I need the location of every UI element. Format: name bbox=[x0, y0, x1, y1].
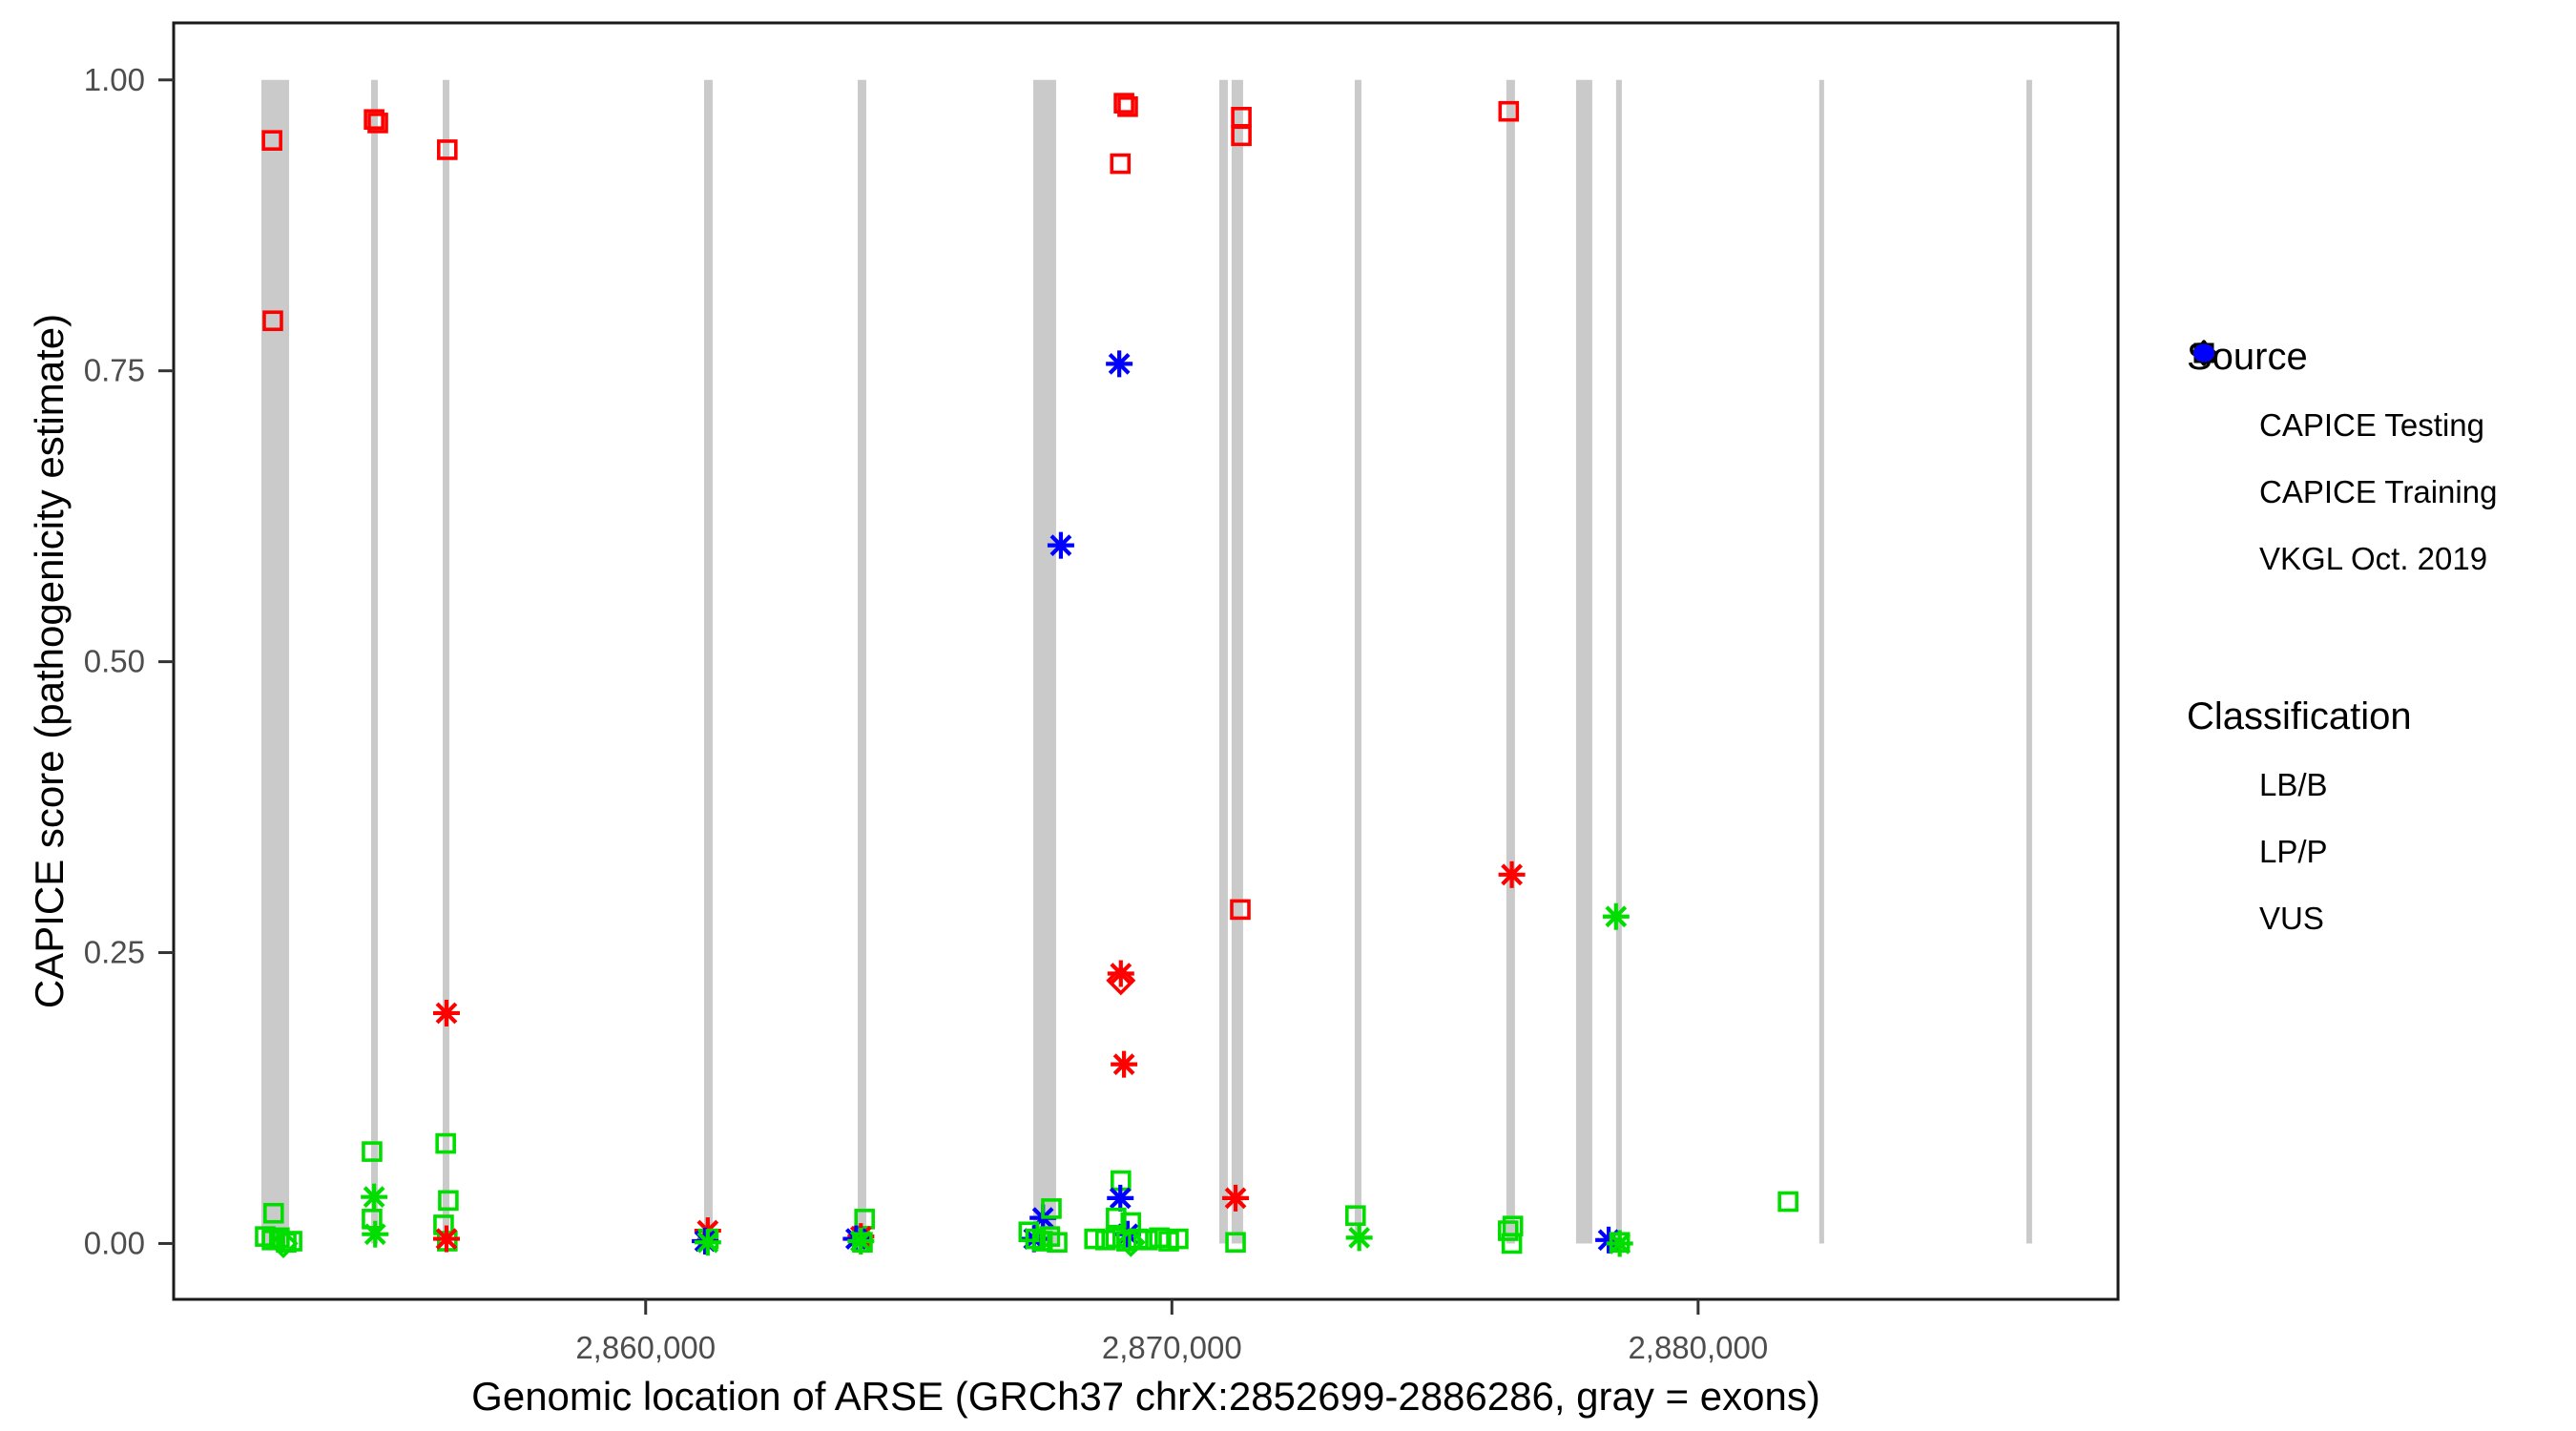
legend-classification-items: LB/B LP/P VUS bbox=[2187, 343, 2568, 952]
exon-band bbox=[1506, 79, 1515, 1244]
y-tick-label: 0.25 bbox=[84, 935, 145, 970]
legend-item: LB/B bbox=[2187, 343, 2568, 819]
data-point-square bbox=[437, 139, 458, 160]
data-point-square bbox=[1777, 1191, 1798, 1213]
data-point-square bbox=[1113, 93, 1134, 114]
data-point-square bbox=[1106, 1207, 1127, 1229]
x-axis-title: Genomic location of ARSE (GRCh37 chrX:28… bbox=[471, 1374, 1820, 1419]
y-tick-label: 0.50 bbox=[84, 644, 145, 679]
x-tick-label: 2,870,000 bbox=[1102, 1330, 1242, 1365]
legend-item-label: VKGL Oct. 2019 bbox=[2259, 541, 2488, 576]
data-point-square bbox=[262, 1202, 284, 1224]
data-point-square bbox=[1497, 1220, 1519, 1241]
legend: Source CAPICE Testing CAPICE Training VKGL… bbox=[2187, 336, 2568, 952]
exon-band bbox=[2025, 79, 2032, 1244]
exon-band bbox=[370, 79, 379, 1244]
exon-band bbox=[857, 79, 866, 1244]
exon-band bbox=[1354, 79, 1361, 1244]
legend-item-label: CAPICE Testing bbox=[2259, 407, 2484, 443]
legend-item: LP/P bbox=[2187, 343, 2568, 885]
data-point-asterisk bbox=[361, 1183, 388, 1211]
data-point-asterisk bbox=[1106, 350, 1133, 378]
data-point-square bbox=[362, 1209, 383, 1230]
data-point-square bbox=[367, 113, 388, 134]
data-point-square bbox=[362, 1141, 383, 1162]
classification-dot-icon bbox=[2193, 343, 2214, 363]
data-point-square bbox=[854, 1209, 875, 1230]
plot-panel bbox=[174, 23, 2118, 1299]
data-point-asterisk bbox=[432, 1225, 460, 1253]
y-tick-label: 0.00 bbox=[84, 1225, 145, 1260]
data-point-square bbox=[1047, 1232, 1068, 1254]
data-point-square bbox=[262, 310, 283, 332]
legend-item: CAPICE Training bbox=[2187, 342, 2568, 526]
data-point-asterisk bbox=[432, 999, 460, 1027]
y-tick-label: 1.00 bbox=[84, 62, 145, 97]
data-point-asterisk bbox=[1498, 861, 1526, 888]
data-point-asterisk bbox=[1047, 531, 1074, 559]
data-point-diamond bbox=[1106, 965, 1136, 996]
legend-item-label: VUS bbox=[2259, 901, 2324, 936]
legend-item-label: LP/P bbox=[2259, 834, 2328, 869]
exon-band bbox=[1231, 79, 1243, 1244]
x-tick-label: 2,880,000 bbox=[1628, 1330, 1768, 1365]
data-point-square bbox=[1025, 1228, 1047, 1250]
data-point-asterisk bbox=[1107, 1184, 1134, 1212]
data-point-square bbox=[1225, 1232, 1246, 1254]
data-point-square bbox=[1344, 1205, 1366, 1226]
exon-band bbox=[443, 79, 450, 1244]
data-point-square bbox=[1084, 1228, 1106, 1250]
exon-band bbox=[703, 79, 713, 1244]
data-point-diamond bbox=[268, 1228, 299, 1258]
data-point-square bbox=[281, 1231, 302, 1252]
data-point-square bbox=[1231, 125, 1252, 147]
data-point-square bbox=[438, 1190, 459, 1212]
data-point-diamond bbox=[1115, 1227, 1146, 1257]
data-point-square bbox=[1168, 1228, 1189, 1250]
exon-band bbox=[1218, 79, 1228, 1244]
data-point-square bbox=[1609, 1232, 1631, 1254]
y-tick-label: 0.75 bbox=[84, 353, 145, 388]
exon-band bbox=[1032, 79, 1056, 1244]
data-point-square bbox=[255, 1226, 276, 1247]
data-point-asterisk bbox=[362, 1220, 389, 1248]
data-point-asterisk bbox=[694, 1229, 721, 1256]
data-point-square bbox=[1041, 1198, 1062, 1219]
legend-item: VUS bbox=[2187, 343, 2568, 952]
exon-band bbox=[1575, 79, 1592, 1244]
data-point-square bbox=[852, 1232, 873, 1254]
data-point-asterisk bbox=[1107, 960, 1134, 987]
data-point-square bbox=[261, 130, 282, 151]
y-axis-title: CAPICE score (pathogenicity estimate) bbox=[27, 313, 72, 1009]
legend-item-label: LB/B bbox=[2259, 767, 2328, 802]
data-point-square bbox=[1117, 96, 1138, 117]
legend-item-label: CAPICE Training bbox=[2259, 474, 2498, 509]
legend-source-title: Source bbox=[2187, 336, 2308, 378]
data-point-square bbox=[1230, 899, 1251, 921]
legend-classification-title: Classification bbox=[2187, 695, 2412, 737]
data-point-asterisk bbox=[1111, 1050, 1138, 1078]
x-tick-label: 2,860,000 bbox=[575, 1330, 716, 1365]
data-point-asterisk bbox=[1222, 1184, 1250, 1212]
data-point-square bbox=[1501, 1233, 1523, 1255]
data-point-square bbox=[1498, 100, 1520, 122]
data-point-asterisk bbox=[1345, 1224, 1373, 1252]
exon-band bbox=[1615, 79, 1622, 1244]
data-point-square bbox=[435, 1132, 456, 1154]
legend-item: VKGL Oct. 2019 bbox=[2187, 341, 2568, 592]
legend-item: CAPICE Testing bbox=[2187, 339, 2568, 459]
exon-band bbox=[260, 79, 290, 1244]
exon-band bbox=[1818, 79, 1824, 1244]
data-point-square bbox=[364, 109, 384, 131]
legend-source-items: CAPICE Testing CAPICE Training VKGL Oct. 2… bbox=[2187, 339, 2568, 592]
data-point-asterisk bbox=[1602, 902, 1630, 930]
data-point-square bbox=[1110, 153, 1132, 175]
